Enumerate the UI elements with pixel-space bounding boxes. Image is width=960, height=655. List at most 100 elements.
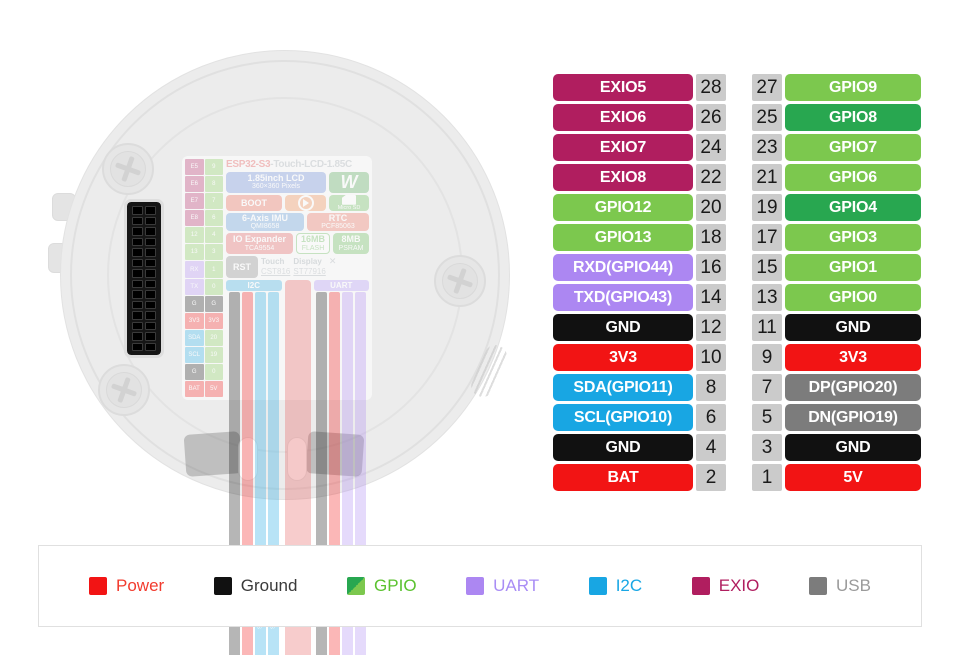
pin-number-right: 19 bbox=[752, 194, 782, 221]
pin-label-right: GPIO7 bbox=[785, 134, 921, 161]
pcb-strip-cell: SCL bbox=[185, 346, 204, 363]
pin-hole bbox=[145, 332, 156, 341]
pin-number-right: 1 bbox=[752, 464, 782, 491]
pcb-strip-cell: 5V bbox=[204, 381, 223, 398]
screw-icon bbox=[98, 364, 150, 416]
pin-label-left: EXIO8 bbox=[553, 164, 693, 191]
pinout-row: TXD(GPIO43) 14 13 GPIO0 bbox=[553, 284, 921, 311]
pcb-strip-cell: E7 bbox=[185, 193, 204, 210]
pin-hole bbox=[132, 321, 143, 330]
pin-hole bbox=[132, 269, 143, 278]
pcb-strip-row: SCL 19 bbox=[185, 346, 223, 363]
screw-icon bbox=[434, 255, 486, 307]
boot-button-label: BOOT bbox=[226, 194, 282, 211]
pin-hole bbox=[132, 332, 143, 341]
microsd-icon: Micro SD bbox=[329, 194, 369, 211]
pcb-strip-cell: TX bbox=[185, 278, 204, 295]
pin-number-left: 2 bbox=[696, 464, 726, 491]
pin-label-left: GPIO12 bbox=[553, 194, 693, 221]
pin-header bbox=[124, 199, 164, 358]
pin-label-left: EXIO7 bbox=[553, 134, 693, 161]
pin-label-right: GPIO8 bbox=[785, 104, 921, 131]
legend-swatch bbox=[466, 577, 485, 595]
pin-label-right: DP(GPIO20) bbox=[785, 374, 921, 401]
legend-label: EXIO bbox=[718, 576, 760, 595]
pin-label-right: GND bbox=[785, 434, 921, 461]
pin-hole bbox=[145, 216, 156, 225]
case-cutout bbox=[287, 437, 307, 481]
pin-label-left: 3V3 bbox=[553, 344, 693, 371]
pin-label-right: GPIO9 bbox=[785, 74, 921, 101]
pin-number-left: 18 bbox=[696, 224, 726, 251]
imu-box: 6-Axis IMU QMI8658 bbox=[226, 213, 304, 232]
legend-swatch bbox=[347, 577, 366, 595]
pin-hole bbox=[132, 342, 143, 351]
pcb-strip-cell: 20 bbox=[204, 329, 223, 346]
legend-swatch bbox=[213, 577, 232, 595]
pcb-pin-strip: E5 9 E6 8 E7 7 E8 6 12 4 13 3 RX 1 TX 0 … bbox=[185, 159, 223, 398]
pin-label-right: 5V bbox=[785, 464, 921, 491]
pin-label-left: GND bbox=[553, 314, 693, 341]
pcb-strip-cell: G bbox=[185, 363, 204, 381]
pcb-strip-cell: BAT bbox=[185, 381, 204, 398]
pinout-row: GND 12 11 GND bbox=[553, 314, 921, 341]
pinout-row: GPIO12 20 19 GPIO4 bbox=[553, 194, 921, 221]
pcb-strip-cell: E8 bbox=[185, 210, 204, 227]
pcb-strip-cell: G bbox=[185, 295, 204, 312]
board-title: ESP32-S3-Touch-LCD-1.85C bbox=[226, 159, 352, 170]
pcb-strip-cell: 0 bbox=[204, 278, 223, 295]
pin-label-left: SCL(GPIO10) bbox=[553, 404, 693, 431]
legend-item: Ground bbox=[213, 576, 297, 596]
legend-swatch bbox=[808, 577, 827, 595]
pcb-strip-cell: 13 bbox=[185, 244, 204, 261]
pin-label-right: GPIO1 bbox=[785, 254, 921, 281]
pinout-row: 3V3 10 9 3V3 bbox=[553, 344, 921, 371]
pin-number-right: 17 bbox=[752, 224, 782, 251]
pin-label-right: GPIO4 bbox=[785, 194, 921, 221]
pcb-strip-cell: 12 bbox=[185, 227, 204, 244]
pcb-strip-cell: SDA bbox=[185, 329, 204, 346]
pin-number-left: 22 bbox=[696, 164, 726, 191]
pin-label-right: GPIO0 bbox=[785, 284, 921, 311]
pin-number-right: 27 bbox=[752, 74, 782, 101]
lcd-spec-box: 1.85inch LCD 360×360 Pixels bbox=[226, 172, 326, 193]
pcb-strip-cell: G bbox=[204, 295, 223, 312]
pinout-row: EXIO6 26 25 GPIO8 bbox=[553, 104, 921, 131]
pcb-strip-row: E8 6 bbox=[185, 210, 223, 227]
pin-label-right: 3V3 bbox=[785, 344, 921, 371]
screw-icon bbox=[102, 143, 154, 195]
touch-chip-label: Touch CST816 bbox=[261, 257, 291, 276]
case-ring bbox=[70, 60, 500, 490]
legend-item: EXIO bbox=[691, 576, 760, 596]
pin-hole bbox=[145, 248, 156, 257]
pin-number-left: 8 bbox=[696, 374, 726, 401]
pcb-strip-cell: RX bbox=[185, 261, 204, 278]
pcb-strip-cell: 4 bbox=[204, 227, 223, 244]
pin-hole bbox=[145, 279, 156, 288]
pin-number-right: 13 bbox=[752, 284, 782, 311]
pin-hole bbox=[132, 216, 143, 225]
pin-hole bbox=[132, 206, 143, 215]
pin-label-left: GND bbox=[553, 434, 693, 461]
pcb-strip-row: BAT 5V bbox=[185, 381, 223, 398]
legend: Power Ground GPIO UART I2C EXIO USB bbox=[38, 545, 922, 627]
pcb-strip-cell: E6 bbox=[185, 176, 204, 193]
pin-hole bbox=[145, 269, 156, 278]
pin-number-right: 25 bbox=[752, 104, 782, 131]
pin-hole bbox=[132, 237, 143, 246]
pin-number-left: 28 bbox=[696, 74, 726, 101]
pin-number-left: 12 bbox=[696, 314, 726, 341]
pcb-strip-cell: 9 bbox=[204, 159, 223, 176]
legend-swatch bbox=[691, 577, 710, 595]
pcb-strip-row: G G bbox=[185, 295, 223, 312]
pin-hole bbox=[132, 248, 143, 257]
pin-number-right: 11 bbox=[752, 314, 782, 341]
pin-label-right: DN(GPIO19) bbox=[785, 404, 921, 431]
speaker-icon bbox=[285, 194, 326, 211]
pin-number-right: 15 bbox=[752, 254, 782, 281]
pin-number-left: 14 bbox=[696, 284, 726, 311]
legend-label: USB bbox=[835, 576, 871, 595]
pcb-strip-row: 12 4 bbox=[185, 227, 223, 244]
pin-hole bbox=[145, 227, 156, 236]
legend-swatch bbox=[588, 577, 607, 595]
